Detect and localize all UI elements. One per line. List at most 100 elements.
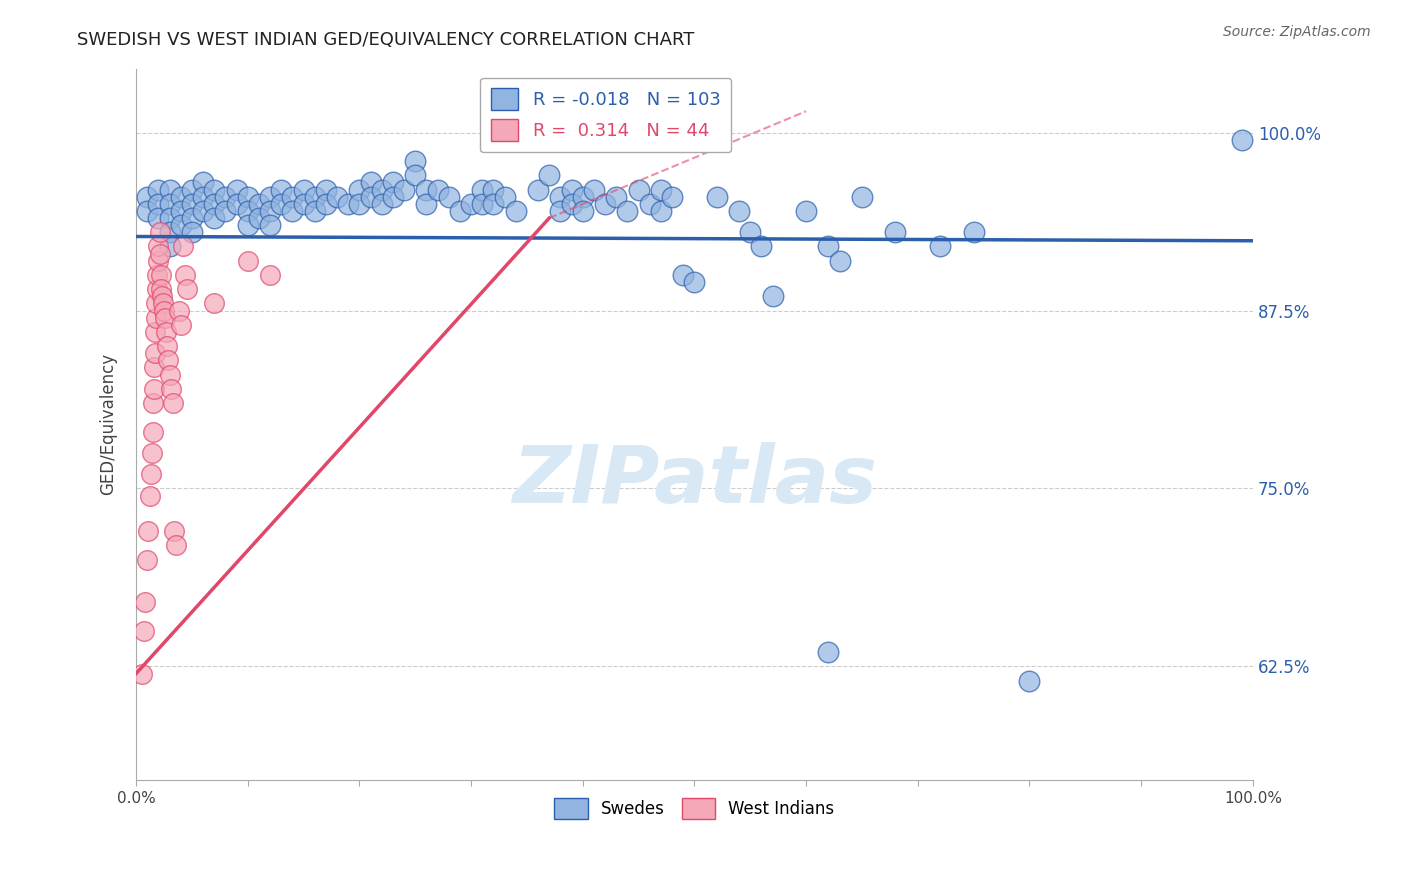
Point xyxy=(304,189,326,203)
Point xyxy=(505,203,527,218)
Point xyxy=(963,225,986,239)
Point xyxy=(132,624,155,638)
Point xyxy=(672,268,695,282)
Point xyxy=(236,253,259,268)
Point xyxy=(605,189,627,203)
Point xyxy=(136,552,159,566)
Point xyxy=(145,310,167,325)
Point xyxy=(527,182,550,196)
Point xyxy=(572,203,595,218)
Point xyxy=(225,196,247,211)
Point xyxy=(214,189,236,203)
Point xyxy=(460,196,482,211)
Point xyxy=(236,218,259,232)
Point xyxy=(145,296,167,310)
Point xyxy=(426,182,449,196)
Point xyxy=(153,310,176,325)
Point xyxy=(181,211,204,225)
Point xyxy=(142,425,165,439)
Point xyxy=(236,189,259,203)
Point xyxy=(138,524,160,538)
Point xyxy=(172,239,194,253)
Point xyxy=(202,196,225,211)
Point xyxy=(136,189,159,203)
Point xyxy=(159,196,181,211)
Point xyxy=(650,203,672,218)
Point xyxy=(437,189,460,203)
Point xyxy=(929,239,952,253)
Point xyxy=(236,203,259,218)
Point xyxy=(148,246,170,260)
Point xyxy=(155,325,177,339)
Point xyxy=(404,154,426,169)
Point xyxy=(482,196,505,211)
Point xyxy=(538,169,561,183)
Point xyxy=(143,325,166,339)
Point xyxy=(371,196,394,211)
Point xyxy=(404,169,426,183)
Point xyxy=(360,189,382,203)
Point xyxy=(148,182,170,196)
Point xyxy=(152,296,174,310)
Point xyxy=(728,203,751,218)
Point xyxy=(159,239,181,253)
Point xyxy=(202,211,225,225)
Point xyxy=(162,396,184,410)
Text: SWEDISH VS WEST INDIAN GED/EQUIVALENCY CORRELATION CHART: SWEDISH VS WEST INDIAN GED/EQUIVALENCY C… xyxy=(77,31,695,49)
Point xyxy=(191,175,214,189)
Point xyxy=(315,196,337,211)
Point xyxy=(176,282,198,296)
Point xyxy=(270,196,292,211)
Point xyxy=(159,225,181,239)
Point xyxy=(159,368,181,382)
Point xyxy=(165,538,187,552)
Point xyxy=(174,268,197,282)
Point xyxy=(471,196,494,211)
Point xyxy=(143,360,166,375)
Point xyxy=(259,189,281,203)
Point xyxy=(157,353,180,368)
Point xyxy=(149,282,172,296)
Point xyxy=(146,282,169,296)
Point xyxy=(292,182,315,196)
Point xyxy=(482,182,505,196)
Point xyxy=(159,182,181,196)
Point xyxy=(148,253,170,268)
Point xyxy=(561,182,583,196)
Point xyxy=(349,196,371,211)
Point xyxy=(202,182,225,196)
Point xyxy=(449,203,471,218)
Point xyxy=(141,446,163,460)
Point xyxy=(616,203,638,218)
Point xyxy=(817,239,839,253)
Point xyxy=(337,196,360,211)
Point xyxy=(392,182,415,196)
Point xyxy=(159,211,181,225)
Point xyxy=(170,189,193,203)
Point xyxy=(134,595,156,609)
Legend: Swedes, West Indians: Swedes, West Indians xyxy=(548,792,841,825)
Point xyxy=(156,339,179,353)
Point xyxy=(582,182,605,196)
Point xyxy=(572,189,595,203)
Point xyxy=(150,289,173,303)
Point xyxy=(149,268,172,282)
Point xyxy=(191,203,214,218)
Text: Source: ZipAtlas.com: Source: ZipAtlas.com xyxy=(1223,25,1371,39)
Point xyxy=(148,225,170,239)
Point xyxy=(315,182,337,196)
Point xyxy=(170,203,193,218)
Point xyxy=(167,303,190,318)
Point xyxy=(371,182,394,196)
Point xyxy=(138,489,160,503)
Point xyxy=(349,182,371,196)
Point xyxy=(851,189,873,203)
Point xyxy=(191,189,214,203)
Point xyxy=(139,467,162,482)
Point xyxy=(304,203,326,218)
Point xyxy=(281,203,304,218)
Point xyxy=(1018,673,1040,688)
Text: ZIPatlas: ZIPatlas xyxy=(512,442,877,520)
Point xyxy=(148,196,170,211)
Point xyxy=(360,175,382,189)
